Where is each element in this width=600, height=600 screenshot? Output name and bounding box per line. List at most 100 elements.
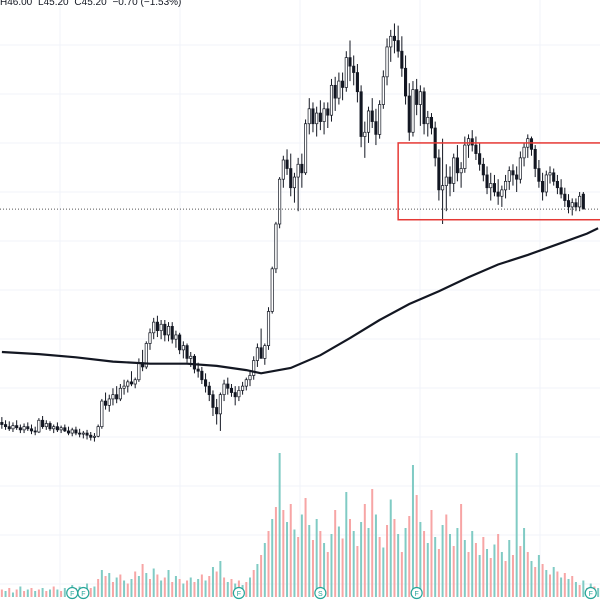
volume-bar: [426, 543, 429, 597]
candle: [274, 221, 278, 274]
volume-bar: [337, 526, 340, 597]
candle: [455, 145, 459, 182]
volume-bar: [356, 546, 359, 597]
candle: [159, 320, 163, 340]
candle-body: [70, 429, 74, 434]
candle: [566, 194, 571, 214]
candle-body: [474, 144, 478, 154]
candle-body: [515, 174, 519, 180]
candle: [207, 381, 211, 402]
volume-bar: [352, 531, 355, 597]
candle: [270, 266, 274, 314]
candle-body: [355, 72, 359, 93]
candle-body: [66, 430, 71, 434]
volume-bar: [34, 591, 37, 597]
volume-bar: [45, 591, 48, 597]
volume-bar: [537, 555, 540, 597]
candle-body: [441, 185, 445, 191]
candle-body: [55, 426, 59, 431]
candle: [18, 424, 22, 434]
candle-body: [204, 379, 208, 387]
candle-body: [311, 108, 315, 125]
volume-bar: [286, 522, 289, 597]
candle: [166, 322, 171, 342]
candle: [126, 379, 130, 393]
volume-bar: [15, 589, 18, 597]
candle-body: [81, 432, 85, 435]
candle: [374, 108, 378, 146]
candle: [559, 179, 563, 199]
volume-bar: [208, 576, 211, 597]
candle-body: [229, 387, 234, 393]
volume-bar: [223, 577, 226, 597]
range-rectangle[interactable]: [397, 142, 600, 221]
candle: [22, 423, 26, 434]
candle-body: [470, 138, 474, 146]
candle-body: [185, 345, 189, 359]
event-marker[interactable]: F: [66, 586, 79, 600]
candle: [7, 421, 11, 431]
volume-bar: [523, 528, 526, 597]
candle-body: [563, 193, 567, 201]
candle: [252, 356, 256, 380]
candle: [492, 174, 496, 197]
event-marker[interactable]: F: [410, 586, 423, 600]
candle-body: [48, 423, 52, 430]
event-marker[interactable]: F: [584, 586, 597, 600]
candle-body: [529, 138, 534, 150]
candle-body: [285, 159, 289, 169]
candle: [92, 433, 96, 442]
candle-body: [541, 180, 545, 193]
candle: [429, 113, 434, 135]
candle: [307, 98, 311, 135]
candle: [81, 430, 85, 439]
volume-bar: [11, 592, 14, 597]
candle-body: [289, 168, 293, 189]
volume-bar: [126, 583, 129, 597]
candle: [70, 427, 74, 437]
candle-body: [211, 394, 215, 408]
candle: [152, 317, 156, 340]
event-marker[interactable]: S: [314, 586, 327, 600]
candle-body: [374, 121, 378, 135]
candle: [400, 36, 404, 77]
candle-body: [144, 343, 148, 368]
candle: [533, 145, 537, 178]
candle: [89, 432, 93, 441]
volume-bar: [134, 571, 137, 597]
candle: [15, 420, 19, 430]
volume-bar: [460, 504, 463, 597]
volume-bar: [149, 579, 151, 597]
candle-body: [192, 355, 196, 370]
candle-body: [181, 345, 185, 351]
candle-body: [329, 84, 334, 116]
volume-bar: [156, 574, 159, 597]
candle-body: [37, 419, 41, 433]
legend-high: H46.00: [0, 0, 33, 8]
candle-body: [0, 422, 4, 425]
event-marker-circle: [232, 586, 245, 600]
event-marker[interactable]: F: [77, 586, 90, 600]
candle-body: [555, 180, 559, 189]
candle-body: [33, 430, 37, 433]
volume-bar: [397, 534, 400, 597]
volume-bar: [300, 514, 303, 597]
candle: [326, 102, 330, 128]
candle: [548, 166, 552, 184]
volume-bar: [189, 577, 192, 597]
candle: [85, 429, 89, 440]
candle-body: [274, 223, 278, 270]
event-marker-circle: [314, 586, 327, 600]
volume-bar: [574, 582, 577, 597]
event-marker-label: F: [415, 591, 419, 598]
ohlc-legend: H46.00 L45.20 C45.20 −0.70 (−1.53%): [0, 0, 184, 8]
candle-body: [241, 385, 245, 391]
candle-body: [266, 311, 271, 346]
event-marker[interactable]: F: [232, 586, 245, 600]
volume-bar: [319, 531, 322, 597]
candle: [44, 420, 48, 430]
candle: [378, 100, 382, 139]
